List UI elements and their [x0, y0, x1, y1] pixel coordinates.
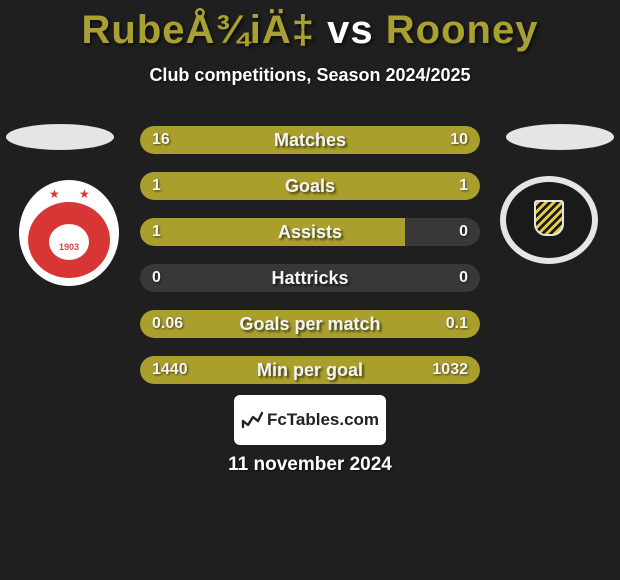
star-icon: ★: [79, 187, 90, 201]
face-placeholder-left: [6, 124, 114, 150]
stat-label: Goals per match: [140, 310, 480, 338]
stat-row: 00Hattricks: [140, 264, 480, 292]
stat-row: 10Assists: [140, 218, 480, 246]
brand-text: FcTables.com: [267, 410, 379, 430]
title-vs: vs: [327, 8, 374, 52]
stat-label: Min per goal: [140, 356, 480, 384]
date-text: 11 november 2024: [0, 454, 620, 476]
face-placeholder-right: [506, 124, 614, 150]
brand-box: FcTables.com: [234, 395, 386, 445]
stat-row: 14401032Min per goal: [140, 356, 480, 384]
crest-right-bg: [500, 176, 598, 264]
stat-label: Hattricks: [140, 264, 480, 292]
stat-label: Matches: [140, 126, 480, 154]
crest-right-shield: [534, 200, 564, 236]
stat-label: Goals: [140, 172, 480, 200]
crest-left-bg: ★ ★ 1903: [19, 180, 119, 286]
crest-left-year: 1903: [49, 242, 89, 252]
stat-label: Assists: [140, 218, 480, 246]
stat-row: 0.060.1Goals per match: [140, 310, 480, 338]
club-crest-right: [500, 176, 598, 264]
subtitle: Club competitions, Season 2024/2025: [0, 65, 620, 86]
star-icon: ★: [49, 187, 60, 201]
stat-row: 1610Matches: [140, 126, 480, 154]
page-title: RubeÅ¾iÄ‡ vs Rooney: [0, 0, 620, 53]
stats-bars: 1610Matches 11Goals 10Assists 00Hattricks 0.…: [140, 126, 480, 402]
title-player2: Rooney: [386, 8, 539, 52]
stat-row: 11Goals: [140, 172, 480, 200]
title-player1: RubeÅ¾iÄ‡: [82, 8, 316, 52]
club-crest-left: ★ ★ 1903: [19, 180, 119, 286]
fctables-logo-icon: [241, 411, 263, 429]
